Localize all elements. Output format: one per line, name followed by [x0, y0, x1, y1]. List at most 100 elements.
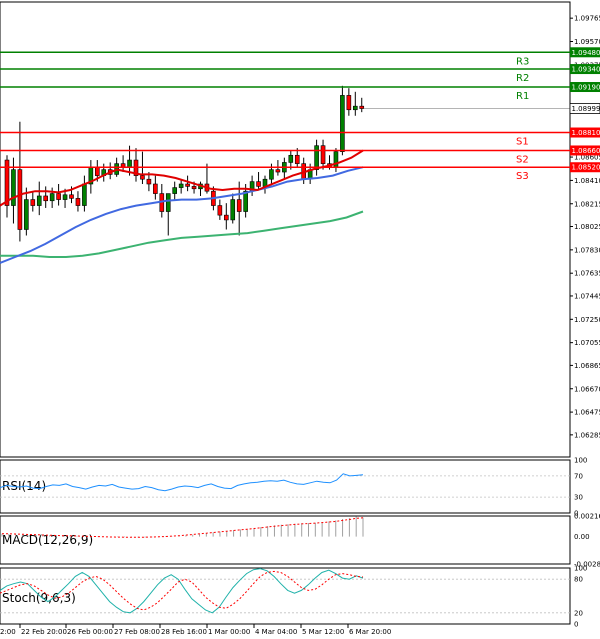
- price-tick-label: 1.08605: [574, 154, 600, 162]
- level-name-s2: S2: [516, 154, 529, 165]
- candle-body: [153, 183, 158, 194]
- level-name-r1: R1: [516, 91, 529, 102]
- price-tick-label: 1.09570: [574, 38, 600, 46]
- candle-body: [230, 199, 236, 221]
- price-tick-label: 1.09765: [574, 15, 600, 23]
- level-name-r2: R2: [516, 73, 529, 84]
- macd-tick-label: -0.002879: [574, 561, 600, 569]
- candle-body: [146, 178, 152, 185]
- candle-body: [4, 159, 10, 206]
- level-price-label: 1.09190: [572, 84, 600, 92]
- macd-tick-label: 0.00: [574, 533, 590, 541]
- candle-body: [49, 193, 55, 202]
- macd-panel: MACD(12,26,9) 0.0021650.00-0.002879: [0, 513, 600, 569]
- stoch-plot-frame: [0, 567, 571, 625]
- rsi-line: [0, 473, 364, 492]
- price-tick-label: 1.06475: [574, 409, 600, 417]
- candle-body: [346, 95, 352, 111]
- time-axis: 2:00 22 Feb 20:00 26 Feb 00:00 27 Feb 08:00…: [0, 624, 391, 636]
- time-tick-label: 6 Mar 20:00: [349, 628, 391, 636]
- level-price-box: [570, 64, 600, 75]
- time-tick-label-partial: 2:00: [0, 628, 16, 636]
- level-name-s1: S1: [516, 137, 529, 148]
- time-tick-label: 26 Feb 00:00: [67, 628, 113, 636]
- level-name-r3: R3: [516, 56, 529, 67]
- stoch-panel: Stoch(9,6,3) 100 80 20 0: [0, 565, 587, 629]
- level-price-label: 1.08810: [572, 129, 600, 137]
- rsi-tick-label: 70: [574, 472, 583, 480]
- time-tick-label: 22 Feb 20:00: [21, 628, 67, 636]
- candle-body: [11, 169, 16, 206]
- price-tick-label: 1.07635: [574, 270, 600, 278]
- time-tick-label: 4 Mar 04:00: [255, 628, 297, 636]
- macd-tick-label: 0.002165: [574, 513, 600, 521]
- candle-body: [43, 195, 49, 202]
- time-tick-label: 27 Feb 08:00: [114, 628, 160, 636]
- candle-body: [30, 199, 36, 206]
- candle-body: [217, 205, 223, 216]
- candle-body: [75, 198, 81, 206]
- rsi-plot-frame: [0, 459, 571, 514]
- macd-signal-line: [1, 517, 364, 538]
- time-tick-label: 1 Mar 00:00: [208, 628, 250, 636]
- price-tick-label: 1.07445: [574, 292, 600, 300]
- level-price-box: [570, 82, 600, 93]
- time-tick-label: 28 Feb 16:00: [161, 628, 207, 636]
- stoch-tick-label: 0: [574, 621, 578, 629]
- stoch-tick-label: 20: [574, 609, 583, 617]
- price-tick-label: 1.07830: [574, 246, 600, 254]
- rsi-tick-label: 0: [574, 510, 578, 518]
- current-price-label: 1.08999: [572, 105, 600, 113]
- stoch-main-line: [0, 568, 364, 614]
- candle-body: [178, 183, 184, 188]
- level-price-label: 1.08520: [572, 164, 600, 172]
- candle-body: [275, 169, 281, 173]
- stoch-tick-label: 80: [574, 576, 583, 584]
- candle-body: [82, 183, 87, 206]
- candle-body: [24, 199, 29, 230]
- candle-body: [340, 95, 345, 152]
- level-price-box: [570, 145, 600, 156]
- price-tick-label: 1.08025: [574, 223, 600, 231]
- time-tick-label: 5 Mar 12:00: [302, 628, 344, 636]
- candle-body: [56, 193, 61, 200]
- candle-body: [359, 105, 365, 109]
- ma-blue-line: [0, 166, 364, 264]
- stoch-tick-label: 100: [574, 565, 587, 573]
- candle-body: [236, 199, 242, 212]
- ma-red-line: [0, 149, 364, 207]
- price-tick-label: 1.06285: [574, 431, 600, 439]
- price-tick-label: 1.07055: [574, 339, 600, 347]
- ma-green-line: [0, 210, 364, 258]
- candle-body: [224, 214, 229, 221]
- stoch-label: Stoch(9,6,3): [2, 591, 76, 605]
- candle-body: [288, 154, 294, 163]
- price-tick-label: 1.07250: [574, 316, 600, 324]
- candle-body: [294, 154, 300, 164]
- candle-body: [352, 105, 358, 111]
- candle-body: [172, 187, 177, 194]
- level-name-s3: S3: [516, 171, 529, 182]
- candle-body: [140, 175, 145, 180]
- rsi-tick-label: 30: [574, 494, 583, 502]
- macd-plot-frame: [0, 515, 571, 565]
- candle-body: [127, 159, 132, 168]
- candle-body: [314, 145, 319, 170]
- rsi-tick-label: 100: [574, 457, 587, 465]
- level-price-label: 1.09340: [572, 66, 600, 74]
- candle-body: [17, 169, 23, 230]
- candle-body: [256, 181, 261, 187]
- price-tick-label: 1.06670: [574, 385, 600, 393]
- candle-body: [165, 193, 171, 212]
- price-plot-frame: [0, 1, 571, 458]
- candle-body: [269, 169, 274, 180]
- level-price-label: 1.08660: [572, 147, 600, 155]
- candle-body: [69, 194, 74, 199]
- price-tick-label: 1.06865: [574, 362, 600, 370]
- level-price-box: [570, 127, 600, 138]
- candle-body: [62, 194, 68, 200]
- candle-body: [95, 166, 100, 176]
- candle-body: [320, 145, 326, 164]
- candle-body: [191, 186, 197, 190]
